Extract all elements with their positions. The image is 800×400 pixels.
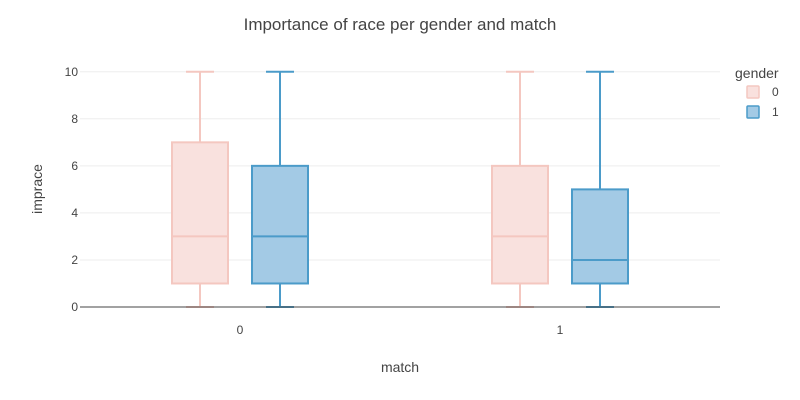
y-tick-label: 6 — [71, 159, 78, 173]
iqr-box — [251, 164, 309, 285]
legend-label: 0 — [772, 85, 779, 99]
iqr-box — [491, 164, 549, 285]
legend-swatch — [746, 105, 760, 119]
box-group — [571, 70, 629, 308]
x-axis-title: match — [381, 359, 419, 375]
iqr-box — [171, 141, 229, 285]
legend-label: 1 — [772, 105, 779, 119]
x-tick-label: 1 — [557, 323, 564, 337]
axis-layer: 0 2 4 6 8 10 0 1 — [65, 65, 720, 337]
y-tick-label: 2 — [71, 253, 78, 267]
box-group — [171, 70, 229, 308]
x-tick-label: 0 — [237, 323, 244, 337]
y-axis-title: imprace — [29, 164, 45, 214]
box-group — [491, 70, 549, 308]
y-tick-label: 0 — [71, 300, 78, 314]
chart-title: Importance of race per gender and match — [244, 15, 557, 34]
iqr-box — [571, 188, 629, 285]
box-layer — [171, 70, 629, 308]
y-tick-label: 4 — [71, 206, 78, 220]
legend-swatch — [746, 85, 760, 99]
y-tick-label: 8 — [71, 112, 78, 126]
legend: gender 01 — [735, 65, 779, 119]
legend-title: gender — [735, 65, 779, 81]
y-tick-label: 10 — [65, 65, 79, 79]
legend-items: 01 — [746, 85, 779, 119]
box-group — [251, 70, 309, 308]
